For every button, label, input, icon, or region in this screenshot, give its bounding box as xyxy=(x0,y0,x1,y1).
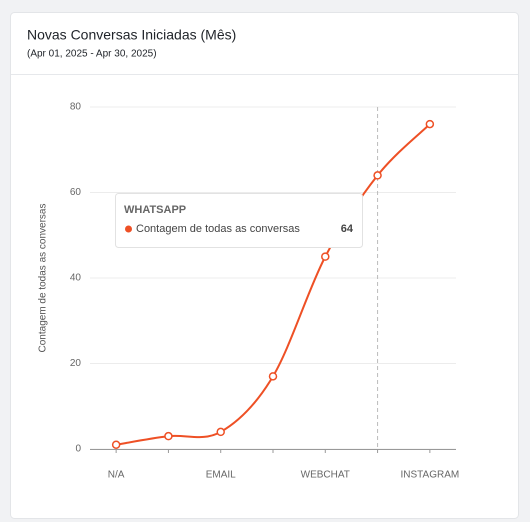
tooltip-value: 64 xyxy=(341,223,354,235)
y-tick-label: 60 xyxy=(70,187,82,198)
tooltip-title: WHATSAPP xyxy=(124,204,186,216)
chart-title: Novas Conversas Iniciadas (Mês) xyxy=(27,27,236,43)
y-tick-label: 80 xyxy=(70,102,82,113)
tooltip-series: Contagem de todas as conversas xyxy=(136,223,300,235)
tooltip-dot xyxy=(125,225,132,233)
x-tick-label: EMAIL xyxy=(206,470,236,481)
point xyxy=(268,372,278,381)
tooltip-box xyxy=(115,193,363,248)
x-tick-label: N/A xyxy=(108,470,125,481)
point xyxy=(164,431,173,441)
point xyxy=(321,252,330,261)
x-tick-label: INSTAGRAM xyxy=(400,470,459,481)
y-tick-label: 40 xyxy=(70,273,82,284)
point xyxy=(373,171,382,180)
point xyxy=(111,440,121,449)
chart-subtitle: (Apr 01, 2025 - Apr 30, 2025) xyxy=(27,49,157,60)
point xyxy=(425,119,435,129)
card xyxy=(10,12,519,519)
y-tick-label: 20 xyxy=(70,358,82,369)
y-axis-label: Contagem de todas as conversas xyxy=(38,204,49,353)
point xyxy=(216,427,225,437)
tooltip: WHATSAPP Contagem de todas as conversas 64 xyxy=(115,193,363,248)
y-tick-label: 0 xyxy=(75,444,81,455)
x-tick-label: WEBCHAT xyxy=(301,470,350,481)
